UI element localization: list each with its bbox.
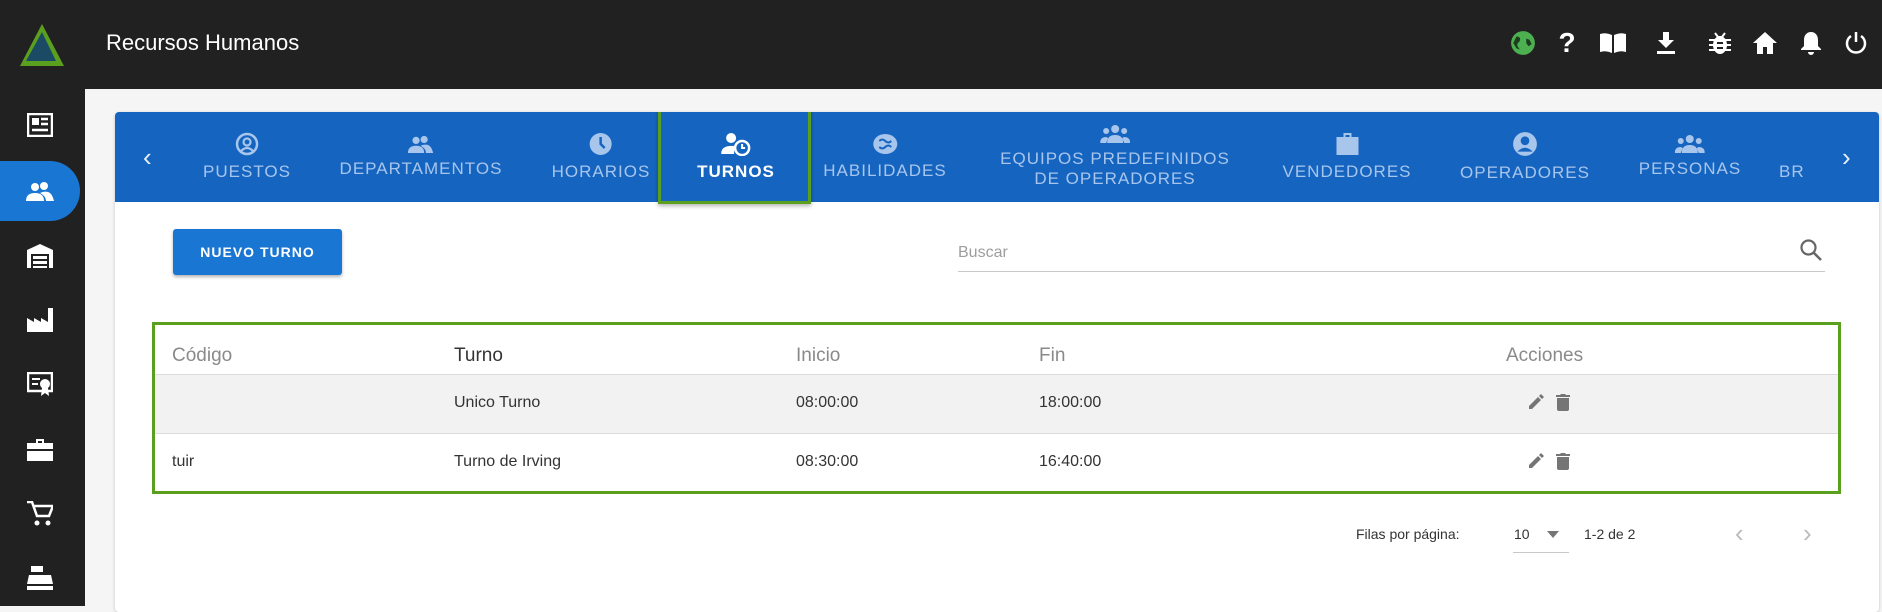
- rows-per-page-select[interactable]: 10: [1513, 520, 1569, 553]
- help-icon[interactable]: ?: [1558, 27, 1576, 58]
- column-header-fin[interactable]: Fin: [1039, 345, 1066, 366]
- delete-icon[interactable]: [1556, 393, 1570, 411]
- tab-label: DEPARTAMENTOS: [339, 159, 503, 178]
- tab-puestos[interactable]: PUESTOS: [203, 112, 291, 202]
- tab-label: EQUIPOS PREDEFINIDOS: [1000, 149, 1230, 168]
- tab-highlight: [658, 112, 811, 204]
- next-page-button[interactable]: ›: [1803, 518, 1812, 548]
- search-icon[interactable]: [1799, 238, 1823, 262]
- factory-icon[interactable]: [0, 290, 80, 350]
- people-icon[interactable]: [0, 161, 80, 221]
- tab-turnos[interactable]: TURNOS: [697, 112, 775, 202]
- cart-icon[interactable]: [0, 484, 80, 544]
- table-row[interactable]: Unico Turno 08:00:00 18:00:00: [155, 374, 1838, 433]
- delete-icon[interactable]: [1556, 452, 1570, 470]
- warehouse-icon[interactable]: [0, 226, 80, 286]
- tabs-scroll-right-button[interactable]: ›: [1842, 142, 1851, 172]
- cell-inicio: 08:30:00: [796, 453, 859, 470]
- tab-personas[interactable]: PERSONAS: [1639, 112, 1741, 202]
- newspaper-icon[interactable]: [0, 95, 80, 155]
- person-clock-icon: [721, 133, 751, 156]
- top-bar: Recursos Humanos ?: [0, 0, 1882, 89]
- tab-operadores[interactable]: OPERADORES: [1460, 112, 1590, 202]
- tab-label: DE OPERADORES: [1034, 169, 1196, 188]
- previous-page-button[interactable]: ‹: [1735, 518, 1744, 548]
- account-circle-icon: [235, 132, 259, 156]
- toolbox-icon[interactable]: [0, 420, 80, 480]
- tab-bar: ‹ PUESTOS DEPARTAMENTOS HORARIOS TURNOS …: [115, 112, 1879, 204]
- tab-label: HORARIOS: [551, 162, 651, 181]
- search-placeholder: Buscar: [958, 244, 1008, 261]
- bell-icon[interactable]: [1797, 29, 1825, 57]
- bug-icon[interactable]: [1706, 29, 1734, 57]
- cell-inicio: 08:00:00: [796, 394, 859, 411]
- cell-fin: 18:00:00: [1039, 394, 1102, 411]
- globe-icon[interactable]: [1509, 29, 1537, 57]
- badge-icon[interactable]: [0, 354, 80, 414]
- content-card: ‹ PUESTOS DEPARTAMENTOS HORARIOS TURNOS …: [115, 112, 1879, 612]
- book-icon[interactable]: [1599, 29, 1627, 57]
- new-turno-button[interactable]: NUEVO TURNO: [173, 229, 342, 275]
- tab-vendedores[interactable]: VENDEDORES: [1282, 112, 1411, 202]
- download-icon[interactable]: [1652, 29, 1680, 57]
- tab-equipos-predefinidos[interactable]: EQUIPOS PREDEFINIDOS DE OPERADORES: [1000, 112, 1230, 202]
- groups-icon: [1099, 125, 1130, 143]
- shifts-table: Código Turno Inicio Fin Acciones Unico T…: [152, 322, 1841, 494]
- brain-icon: [873, 134, 897, 154]
- tab-label: BR: [1779, 162, 1805, 181]
- chevron-down-icon: [1547, 531, 1559, 538]
- tab-clipped[interactable]: BR: [1779, 112, 1814, 202]
- home-icon[interactable]: [1751, 29, 1779, 57]
- rows-per-page-value: 10: [1514, 526, 1530, 542]
- tab-label: PUESTOS: [203, 162, 291, 181]
- clock-icon: [590, 133, 612, 155]
- cell-fin: 16:40:00: [1039, 453, 1102, 470]
- app-logo: [20, 24, 64, 66]
- tab-horarios[interactable]: HORARIOS: [552, 112, 651, 202]
- column-header-inicio[interactable]: Inicio: [796, 345, 841, 366]
- app-title: Recursos Humanos: [106, 30, 300, 55]
- tab-label: VENDEDORES: [1282, 162, 1412, 181]
- column-header-codigo[interactable]: Código: [172, 345, 233, 366]
- cell-turno: Turno de Irving: [454, 453, 562, 470]
- tab-label: OPERADORES: [1460, 163, 1590, 182]
- tab-label: TURNOS: [697, 162, 775, 181]
- tab-habilidades[interactable]: HABILIDADES: [823, 112, 946, 202]
- tab-label: HABILIDADES: [823, 161, 947, 180]
- search-input[interactable]: Buscar: [958, 232, 1825, 272]
- column-header-turno[interactable]: Turno: [454, 345, 503, 366]
- cell-codigo: tuir: [172, 453, 195, 470]
- tabs-scroll-left-button[interactable]: ‹: [143, 142, 152, 172]
- rows-per-page-label: Filas por página:: [1356, 526, 1460, 542]
- column-header-acciones: Acciones: [1506, 345, 1584, 366]
- page-range: 1-2 de 2: [1584, 526, 1636, 542]
- table-row[interactable]: tuir Turno de Irving 08:30:00 16:40:00: [155, 433, 1838, 492]
- tab-departamentos[interactable]: DEPARTAMENTOS: [340, 112, 503, 202]
- cash-register-icon[interactable]: [0, 548, 80, 608]
- account-circle-icon: [1513, 132, 1537, 156]
- briefcase-icon: [1336, 133, 1358, 155]
- groups-icon: [1674, 135, 1705, 153]
- people-icon: [408, 135, 434, 153]
- edit-icon[interactable]: [1527, 393, 1545, 411]
- cell-turno: Unico Turno: [454, 394, 541, 411]
- power-icon[interactable]: [1842, 29, 1870, 57]
- edit-icon[interactable]: [1527, 452, 1545, 470]
- tab-label: PERSONAS: [1638, 159, 1742, 178]
- sidebar: [0, 89, 85, 606]
